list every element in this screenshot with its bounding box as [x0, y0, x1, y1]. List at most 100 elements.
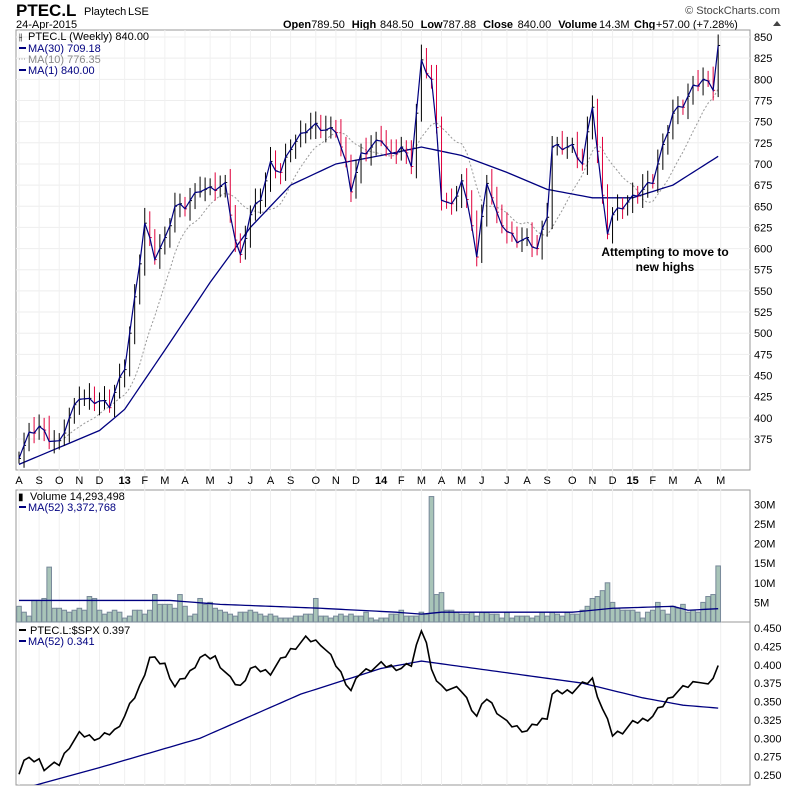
volume-bar: [81, 609, 88, 623]
volume-bar: [353, 615, 359, 623]
volume-bar: [162, 603, 168, 623]
date-tick-label: A: [15, 475, 23, 487]
volume-bar: [232, 615, 239, 623]
date-tick-label: J: [479, 475, 485, 487]
volume-bar: [318, 615, 324, 623]
volume-panel: [15, 489, 751, 623]
volume-bar: [126, 615, 133, 623]
volume-bar: [629, 609, 636, 623]
date-tick-label: F: [649, 475, 656, 487]
volume-bar: [509, 617, 515, 623]
copyright: © StockCharts.com: [685, 5, 780, 17]
volume-bar: [61, 609, 68, 623]
volume-bar: [287, 617, 294, 623]
volume-bar: [463, 613, 470, 623]
date-tick-label: S: [543, 475, 550, 487]
volume-bar: [458, 613, 465, 623]
price-legend-label: PTEC.L (Weekly) 840.00: [28, 31, 149, 43]
price-panel: [15, 29, 751, 471]
volume-tick-label: 25M: [754, 519, 775, 531]
price-tick-label: 600: [754, 244, 772, 256]
quote-summary: Open 789.50 High 848.50 Low 787.88 Close 840.00…: [283, 19, 738, 31]
volume-bar: [207, 601, 213, 623]
volume-bar: [700, 601, 706, 623]
ratio-tick-label: 0.325: [754, 715, 782, 727]
volume-bar: [237, 611, 244, 623]
quote-value: 840.00: [518, 19, 552, 31]
ratio-ma-legend: MA(52) 0.341: [28, 636, 95, 648]
price-tick-label: 475: [754, 349, 772, 361]
date-tick-label: J: [228, 475, 234, 487]
volume-bar: [56, 607, 63, 623]
volume-bar: [101, 613, 108, 623]
quote-label: High: [352, 19, 377, 31]
volume-ma-legend: MA(52) 3,372,768: [28, 502, 116, 514]
volume-bar: [91, 597, 98, 623]
ratio-tick-label: 0.375: [754, 678, 782, 690]
date-tick-label: M: [716, 475, 725, 487]
volume-bar: [473, 615, 480, 623]
volume-bar: [46, 566, 52, 623]
volume-bar: [478, 611, 485, 623]
volume-bar: [111, 609, 118, 623]
price-tick-label: 825: [754, 53, 772, 65]
ratio-tick-label: 0.425: [754, 641, 782, 653]
date-tick-label: A: [181, 475, 189, 487]
date-tick-label: J: [248, 475, 254, 487]
volume-legend: ▮ Volume 14,293,498 MA(52) 3,372,768: [18, 491, 125, 514]
volume-bar: [619, 609, 626, 623]
volume-bar: [312, 597, 319, 623]
date-tick-label: D: [609, 475, 617, 487]
ma30-legend: MA(30) 709.18: [28, 43, 101, 55]
date-tick-label: D: [352, 475, 360, 487]
date-tick-label: N: [332, 475, 340, 487]
volume-bar: [695, 611, 701, 623]
volume-bar: [36, 599, 42, 623]
volume-bar: [438, 592, 445, 623]
price-tick-label: 400: [754, 413, 772, 425]
volume-bar: [393, 613, 400, 623]
volume-bar: [177, 594, 183, 623]
ratio-tick-label: 0.275: [754, 752, 782, 764]
volume-bar: [433, 594, 440, 623]
volume-bar: [549, 611, 555, 623]
volume-bar: [423, 613, 430, 623]
volume-bar: [655, 601, 661, 623]
date-tick-label: F: [398, 475, 405, 487]
volume-bar: [323, 615, 329, 623]
volume-bar: [257, 613, 264, 623]
volume-bar: [227, 613, 234, 623]
date-tick-label: 14: [375, 475, 388, 487]
quote-value: 848.50: [380, 19, 414, 31]
price-tick-label: 550: [754, 286, 772, 298]
volume-bar: [388, 613, 395, 623]
exchange: LSE: [128, 6, 149, 18]
change-up-icon: [773, 21, 781, 26]
price-tick-label: 625: [754, 222, 772, 234]
volume-bar: [649, 609, 656, 623]
quote-label: Chg: [634, 19, 655, 31]
date-tick-label: M: [206, 475, 215, 487]
volume-bar: [76, 607, 83, 623]
volume-bar: [624, 609, 631, 623]
volume-bar: [499, 617, 505, 623]
annotation-line-1: Attempting to move to: [601, 245, 728, 259]
volume-bar: [690, 609, 696, 623]
date-tick-label: A: [523, 475, 531, 487]
quote-label: Volume: [558, 19, 597, 31]
volume-bar: [539, 611, 545, 623]
ratio-tick-label: 0.400: [754, 660, 782, 672]
ma1-line: [18, 45, 719, 459]
date-tick-label: M: [457, 475, 466, 487]
volume-bar: [212, 607, 218, 623]
volume-bar: [202, 603, 208, 623]
volume-bar: [494, 613, 500, 623]
ratio-ma-line: [33, 660, 719, 785]
date-tick-label: O: [568, 475, 577, 487]
quote-value: 14.3M: [599, 19, 630, 31]
volume-bar: [192, 613, 198, 623]
volume-legend-label: Volume 14,293,498: [30, 491, 125, 503]
volume-bar: [41, 597, 47, 623]
volume-bar: [428, 496, 435, 623]
date-tick-label: O: [311, 475, 320, 487]
